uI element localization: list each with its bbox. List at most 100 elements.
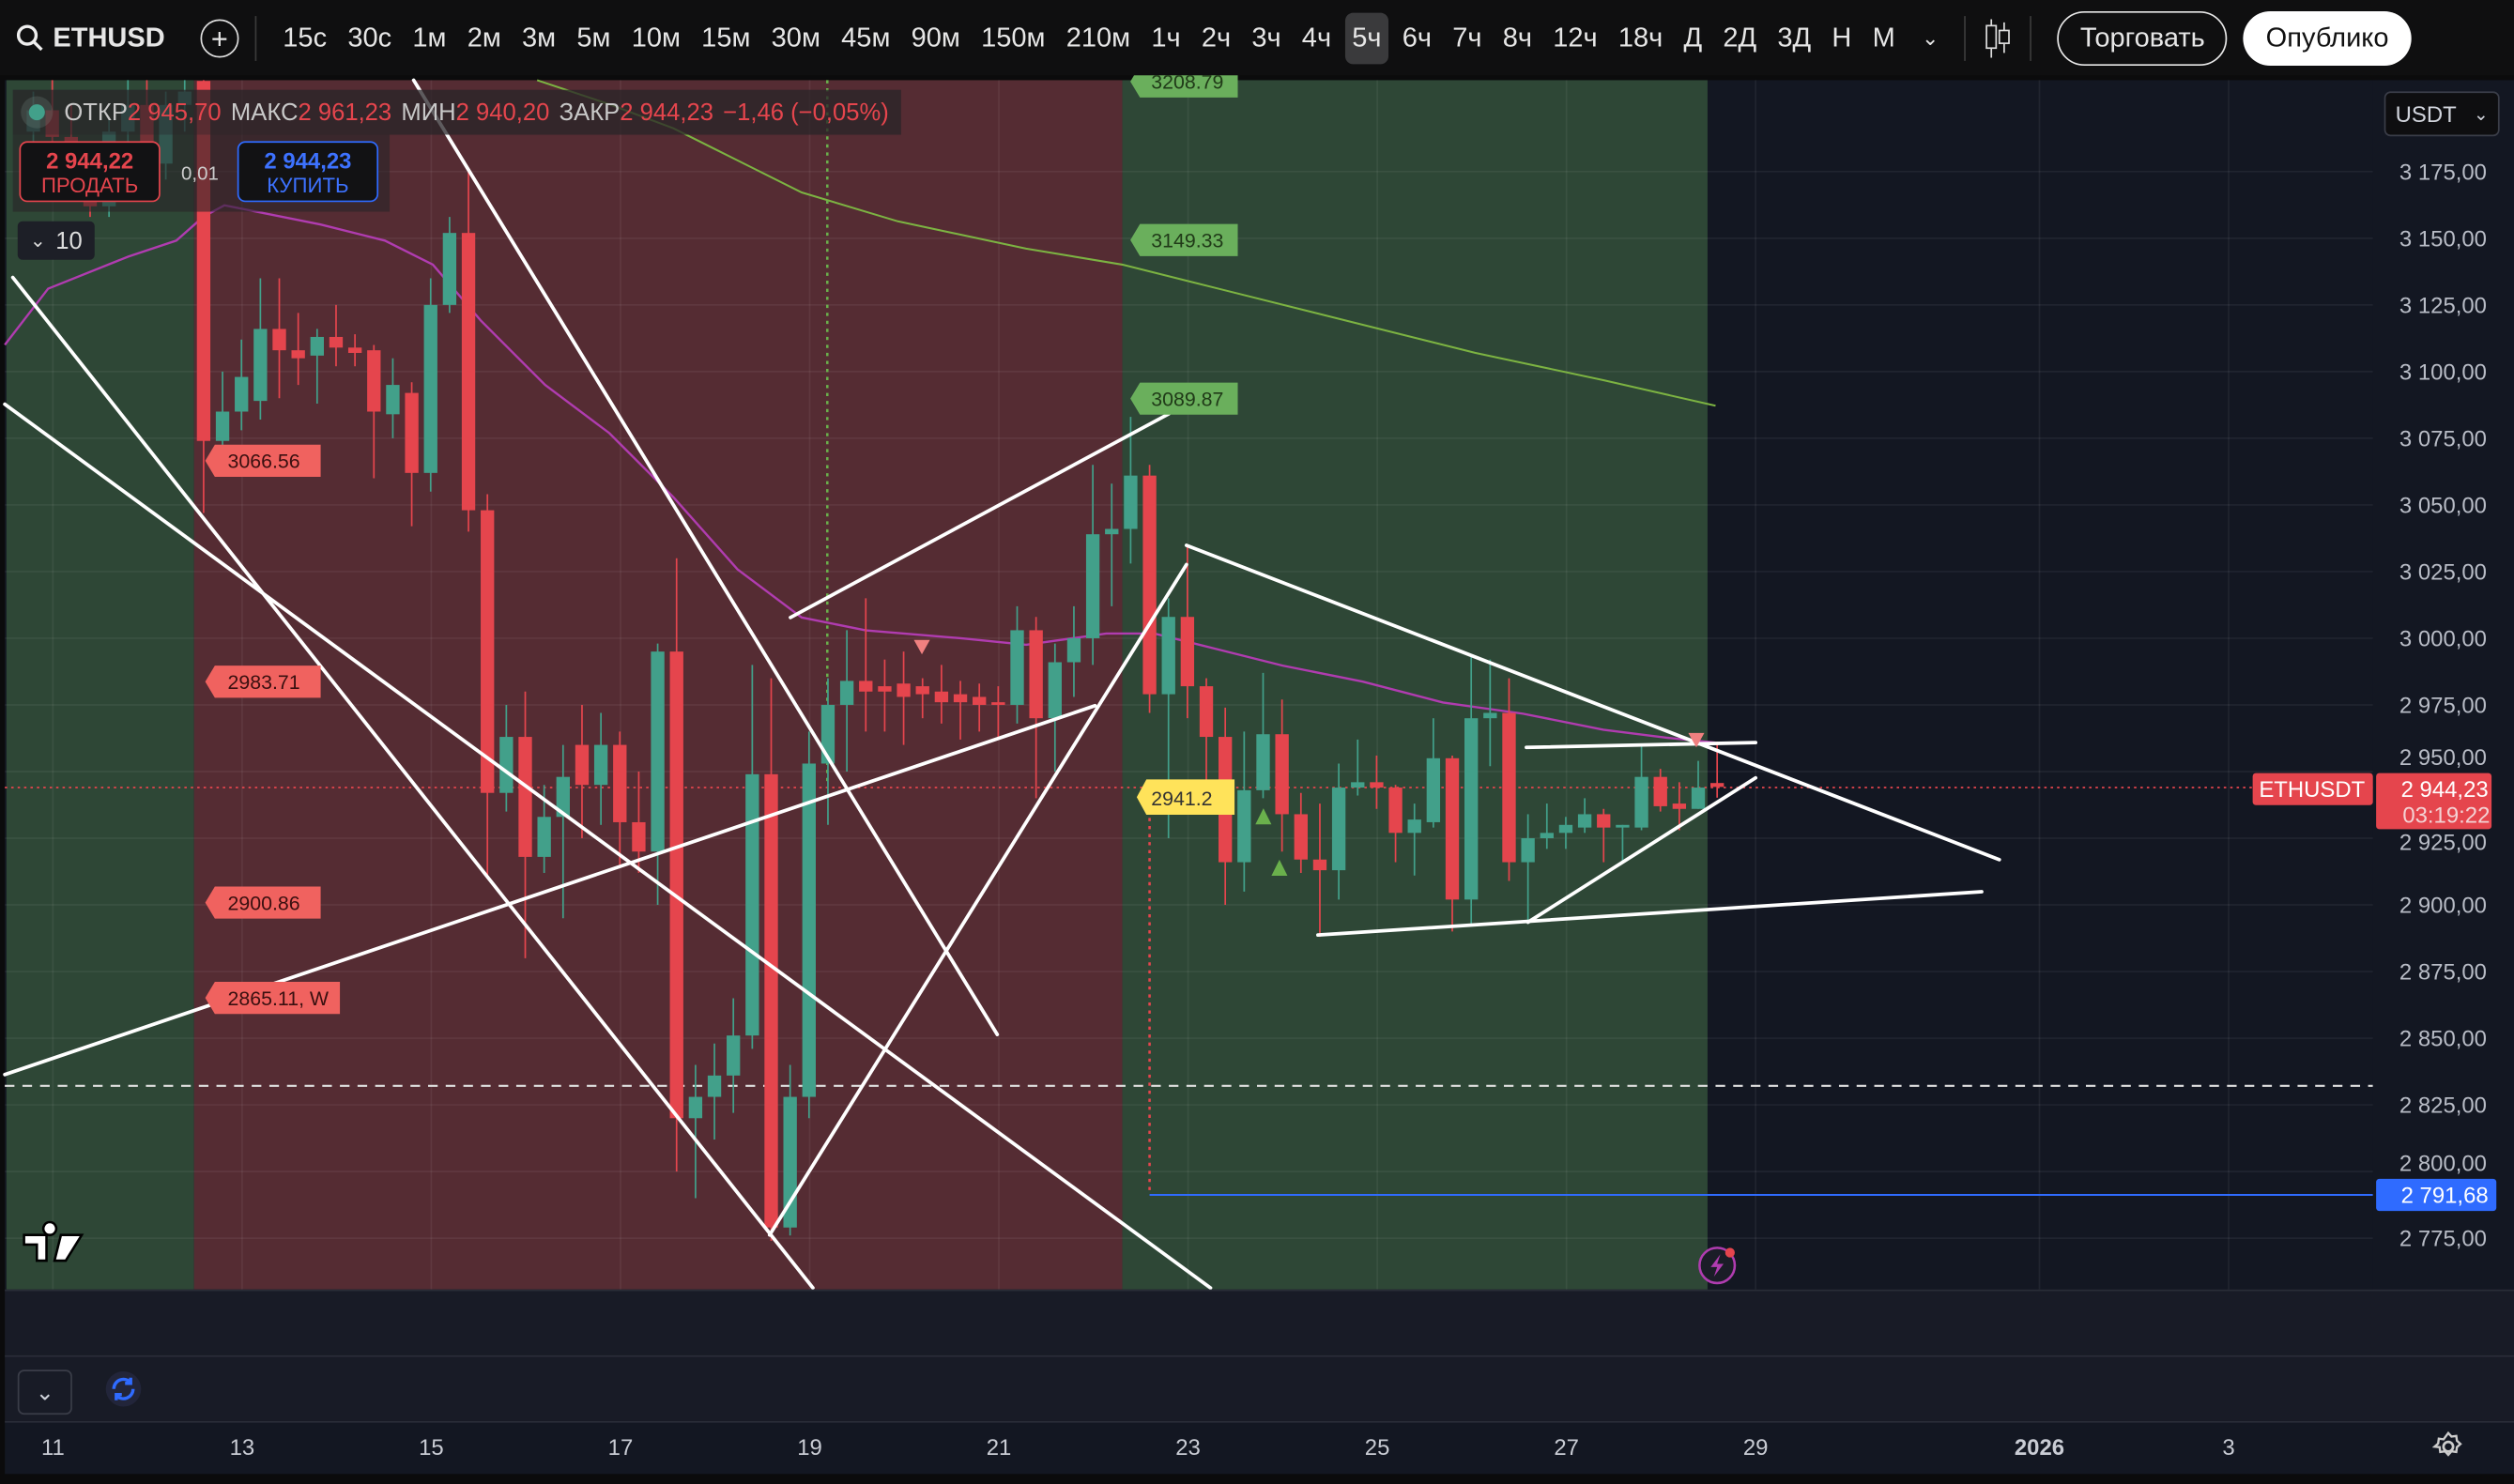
price-label-text: 3089.87 xyxy=(1151,388,1223,410)
visibility-dot-icon[interactable] xyxy=(28,104,45,121)
timeframe-1[interactable]: 30с xyxy=(347,22,392,53)
candle-body xyxy=(1483,712,1497,719)
time-tick: 23 xyxy=(1175,1433,1201,1460)
timeframe-15[interactable]: 3ч xyxy=(1251,22,1281,53)
candle xyxy=(669,558,683,1172)
quantity-dropdown[interactable]: ⌄ 10 xyxy=(17,221,95,260)
price-chart[interactable]: 3066.56 2983.71 2900.86 2865.11, W 3208.79 3… xyxy=(0,65,2514,1476)
time-tick: 19 xyxy=(797,1433,822,1460)
time-tick: 21 xyxy=(986,1433,1012,1460)
trendline[interactable] xyxy=(3,703,1097,1077)
candle xyxy=(1407,803,1421,876)
price-tick: 2 975,00 xyxy=(2399,694,2487,719)
timeframe-3[interactable]: 2м xyxy=(467,22,501,53)
timeframe-9[interactable]: 45м xyxy=(841,22,891,53)
trendline[interactable] xyxy=(1525,741,1758,750)
settings-gear-icon[interactable] xyxy=(2431,1430,2464,1462)
collapse-button[interactable]: ⌄ xyxy=(17,1369,72,1415)
trendline[interactable] xyxy=(767,562,1188,1237)
candle-body xyxy=(1370,782,1384,788)
candle xyxy=(1634,744,1648,831)
chevron-down-icon[interactable]: ⌄ xyxy=(1921,24,1939,50)
timeframe-10[interactable]: 90м xyxy=(911,22,960,53)
timeframe-24[interactable]: 2Д xyxy=(1723,22,1757,53)
trendlines[interactable] xyxy=(3,78,2001,1290)
candle-body xyxy=(518,737,532,857)
price-axis[interactable] xyxy=(2372,80,2514,1290)
price-tick: 2 950,00 xyxy=(2399,745,2487,771)
timeframe-7[interactable]: 15м xyxy=(701,22,751,53)
compare-add-button[interactable]: + xyxy=(200,18,239,57)
timeframe-13[interactable]: 1ч xyxy=(1151,22,1181,53)
timeframe-11[interactable]: 150м xyxy=(981,22,1046,53)
candle-body xyxy=(745,773,759,1036)
price-label: 2983.71 xyxy=(205,666,321,698)
chart-area[interactable]: 3066.56 2983.71 2900.86 2865.11, W 3208.79 3… xyxy=(0,65,2514,1476)
candle xyxy=(991,686,1005,740)
trendline[interactable] xyxy=(411,78,1000,1036)
symbol-search[interactable]: ETHUSD xyxy=(16,22,165,54)
candle xyxy=(1142,465,1157,713)
currency-select[interactable]: USDT ⌄ xyxy=(2384,91,2500,137)
candles-icon[interactable] xyxy=(1983,17,2015,58)
timeframe-25[interactable]: 3Д xyxy=(1777,22,1812,53)
candle xyxy=(1388,785,1403,863)
divider xyxy=(1964,15,1967,61)
candle-body xyxy=(1502,712,1516,863)
candle-body xyxy=(953,694,968,703)
timeframe-14[interactable]: 2ч xyxy=(1201,22,1232,53)
timeframe-12[interactable]: 210м xyxy=(1065,22,1131,53)
price-labels-left: 3066.56 2983.71 2900.86 2865.11, W xyxy=(205,444,341,1015)
timeframe-4[interactable]: 3м xyxy=(522,22,557,53)
price-label-text: 3208.79 xyxy=(1151,75,1223,93)
timeframe-27[interactable]: М xyxy=(1872,22,1895,53)
candle-body xyxy=(575,744,590,786)
candle xyxy=(556,744,570,919)
timeframe-21[interactable]: 12ч xyxy=(1553,22,1598,53)
timeframe-8[interactable]: 30м xyxy=(771,22,820,53)
publish-button[interactable]: Опублико xyxy=(2243,10,2412,66)
timeframe-19[interactable]: 7ч xyxy=(1452,22,1482,53)
trendline[interactable] xyxy=(789,411,1171,620)
timeframe-17[interactable]: 5ч xyxy=(1345,11,1388,64)
trendline[interactable] xyxy=(1184,543,2001,862)
timeframe-5[interactable]: 5м xyxy=(576,22,611,53)
last-price-value: 2 944,23 xyxy=(2401,777,2489,803)
timeframe-0[interactable]: 15с xyxy=(283,22,328,53)
timeframe-22[interactable]: 18ч xyxy=(1617,22,1663,53)
trade-button[interactable]: Торговать xyxy=(2057,10,2228,66)
timeframe-6[interactable]: 10м xyxy=(631,22,681,53)
time-tick: 27 xyxy=(1554,1433,1579,1460)
trendline[interactable] xyxy=(1316,890,1984,938)
candle xyxy=(1029,617,1043,799)
candle xyxy=(707,1043,722,1140)
timeframe-26[interactable]: Н xyxy=(1832,22,1852,53)
candle xyxy=(651,643,665,906)
candle xyxy=(897,651,911,745)
trendline[interactable] xyxy=(10,275,815,1290)
lightning-alert-icon[interactable] xyxy=(1698,1247,1737,1285)
spread-value: 0,01 xyxy=(180,161,219,185)
timeframe-20[interactable]: 8ч xyxy=(1502,22,1532,53)
timeframe-18[interactable]: 6ч xyxy=(1402,22,1433,53)
candle-body xyxy=(1085,534,1100,638)
timeframe-16[interactable]: 4ч xyxy=(1301,22,1332,53)
trendline[interactable] xyxy=(3,402,1213,1290)
candle-body xyxy=(764,773,778,1228)
timeframe-23[interactable]: Д xyxy=(1683,22,1703,53)
candle-body xyxy=(878,686,892,692)
trendline[interactable] xyxy=(1525,775,1758,925)
candle-body xyxy=(1709,783,1725,788)
time-axis[interactable]: 11 13 15 17 19 21 23 25 27 29 2026 3 xyxy=(5,1420,2514,1475)
buy-button[interactable]: 2 944,23 КУПИТЬ xyxy=(237,141,379,203)
session-zone-green xyxy=(1122,80,1708,1290)
sync-icon[interactable] xyxy=(104,1369,143,1408)
timeframe-2[interactable]: 1м xyxy=(412,22,447,53)
price-tick: 2 925,00 xyxy=(2399,831,2487,856)
candle-body xyxy=(1331,788,1346,871)
sell-button[interactable]: 2 944,22 ПРОДАТЬ xyxy=(19,141,161,203)
candle xyxy=(1199,678,1214,790)
candle xyxy=(1105,483,1119,606)
candle-body xyxy=(253,329,268,402)
